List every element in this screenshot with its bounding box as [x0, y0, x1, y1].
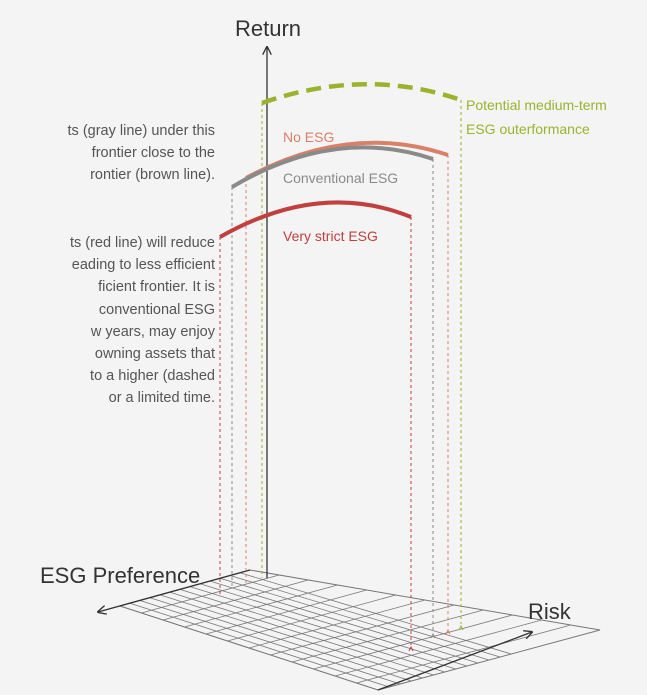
para2-line: to a higher (dashed [90, 368, 215, 385]
para2-line: w years, may enjoy [90, 323, 215, 340]
strict-frontier-curve [219, 200, 412, 239]
para1-line: rontier (brown line). [90, 167, 215, 184]
potential-frontier-curve [261, 81, 462, 106]
projection-lines [219, 100, 462, 645]
esg-axis [98, 569, 251, 612]
very-strict-esg-label: Very strict ESG [283, 228, 378, 244]
explanation-paragraph-1: ts (gray line) under this frontier close… [0, 120, 215, 187]
potential-label-line1: Potential medium-term [466, 97, 607, 113]
para2-line: ts (red line) will reduce [69, 235, 215, 251]
conventional-esg-label: Conventional ESG [283, 170, 398, 186]
return-axis-label: Return [235, 16, 301, 41]
no-esg-label: No ESG [283, 129, 334, 145]
para2-line: or a limited time. [108, 390, 215, 407]
conventional-frontier-curve [230, 145, 434, 189]
axes [98, 47, 532, 691]
para1-line: ts (gray line) under this [67, 123, 215, 139]
risk-axis-label: Risk [528, 599, 572, 624]
para1-line: frontier close to the [91, 145, 215, 162]
potential-label-line2: ESG outerformance [466, 121, 590, 137]
base-arrow-marks [408, 624, 464, 652]
explanation-paragraph-2: ts (red line) will reduce eading to less… [0, 232, 215, 410]
floor-grid [118, 569, 601, 691]
para2-line: conventional ESG [98, 301, 215, 318]
risk-axis [377, 632, 532, 691]
para2-line: eading to less efficient [71, 257, 215, 274]
para2-line: owning assets that [94, 345, 215, 362]
para2-line: ficient frontier. It is [98, 279, 215, 296]
esg-axis-label: ESG Preference [40, 563, 200, 588]
